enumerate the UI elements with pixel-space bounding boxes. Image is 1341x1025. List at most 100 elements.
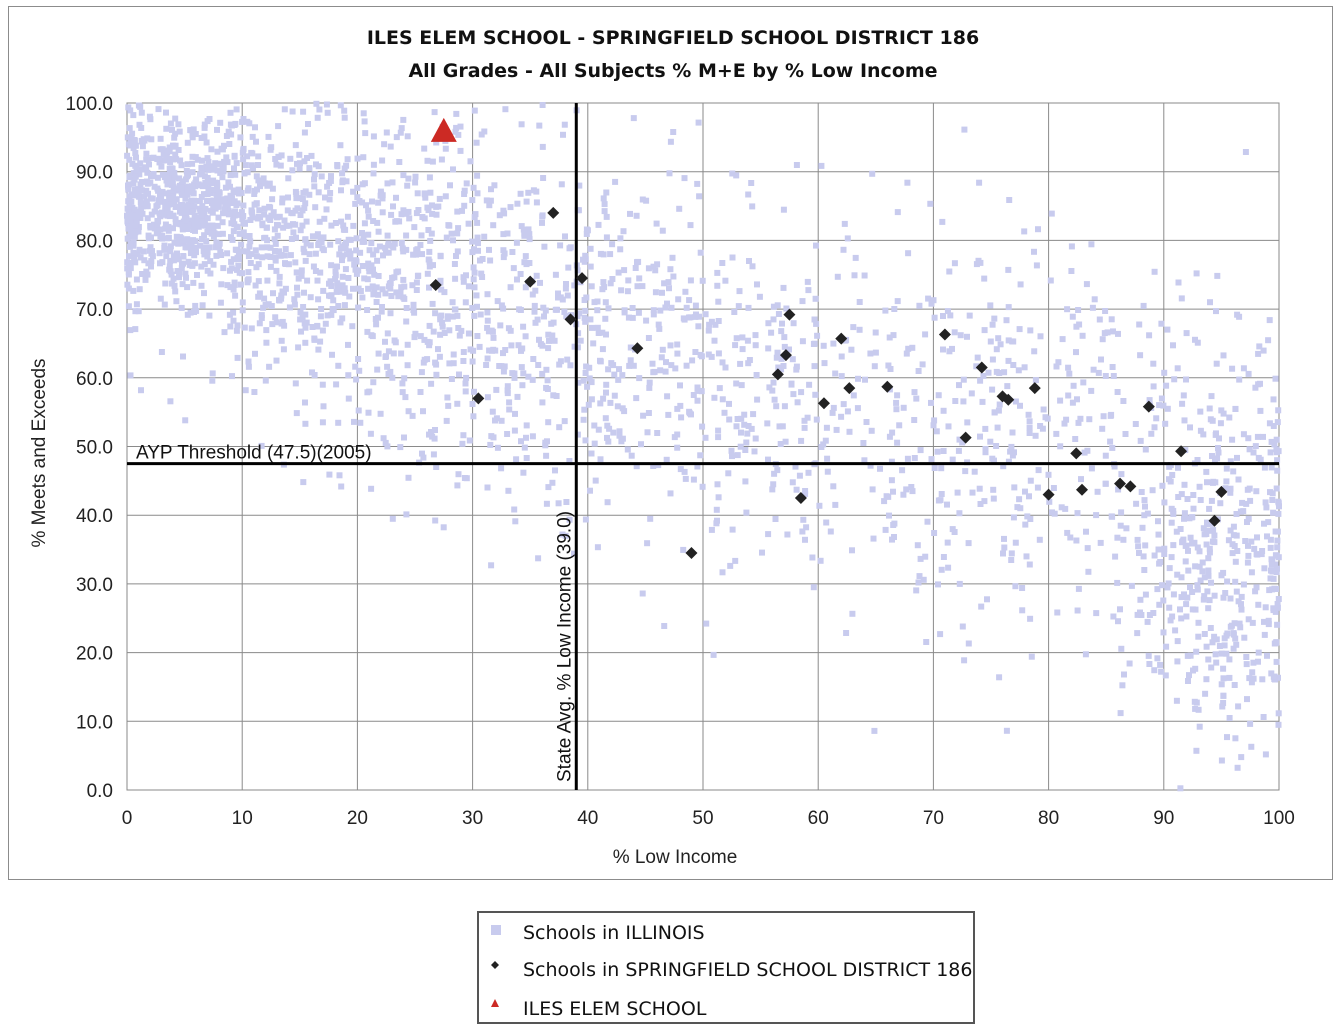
illinois-school-point [542,439,549,446]
illinois-school-point [257,183,263,190]
illinois-school-point [368,485,375,492]
illinois-school-point [338,218,345,225]
illinois-school-point [172,216,179,223]
illinois-school-point [235,252,242,259]
illinois-school-point [292,142,299,149]
illinois-school-point [540,175,547,181]
illinois-school-point [143,150,150,157]
illinois-school-point [281,106,288,113]
illinois-school-point [456,371,462,378]
illinois-school-point [471,284,478,291]
illinois-school-point [1151,552,1158,559]
illinois-school-point [915,579,922,586]
illinois-school-point [1114,389,1121,395]
illinois-school-point [412,179,419,186]
illinois-school-point [234,354,241,361]
illinois-school-point [888,458,895,465]
illinois-school-point [1233,641,1240,648]
district-school-point [881,380,894,393]
illinois-school-point [666,170,673,177]
illinois-school-point [172,288,179,295]
illinois-school-point [335,419,342,426]
illinois-school-point [363,202,369,209]
illinois-school-point [189,262,196,269]
illinois-school-point [820,342,827,349]
illinois-school-point [523,198,530,205]
illinois-school-point [426,248,433,255]
illinois-school-point [264,277,271,284]
illinois-school-point [646,384,653,391]
illinois-school-point [126,156,133,163]
illinois-school-point [687,314,694,321]
illinois-school-point [241,170,248,176]
illinois-school-point [383,353,389,360]
illinois-school-point [881,498,888,505]
illinois-school-point [1252,443,1259,450]
illinois-school-point [601,201,608,208]
illinois-school-point [1164,405,1171,412]
illinois-school-point [1243,654,1250,660]
illinois-school-point [400,116,407,123]
illinois-school-point [1208,497,1215,504]
district-school-point [938,328,951,341]
illinois-school-point [172,204,179,210]
illinois-school-point [483,197,490,204]
illinois-school-point [1068,243,1075,250]
illinois-school-point [315,189,322,196]
illinois-school-point [646,379,653,386]
illinois-school-point [364,307,371,313]
illinois-school-point [490,334,497,341]
illinois-school-point [455,471,462,478]
illinois-school-point [603,189,610,196]
illinois-school-point [148,211,155,218]
illinois-school-point [894,298,901,305]
illinois-school-point [1209,417,1216,424]
illinois-school-point [745,191,752,198]
illinois-school-point [330,297,337,304]
illinois-school-point [336,472,343,479]
district-points [429,206,1228,559]
illinois-school-point [582,252,589,259]
illinois-school-point [981,498,988,505]
illinois-school-point [1274,601,1281,607]
illinois-school-point [872,349,879,356]
illinois-school-point [1220,700,1227,706]
illinois-school-point [506,406,513,413]
illinois-school-point [127,240,134,247]
illinois-school-point [1193,648,1200,655]
illinois-school-point [540,304,547,311]
illinois-school-point [378,308,385,315]
illinois-school-point [444,315,451,322]
illinois-school-point [590,340,597,347]
illinois-school-point [1160,402,1167,409]
illinois-school-point [455,325,462,331]
illinois-school-point [674,444,681,451]
illinois-school-point [237,281,244,288]
illinois-school-point [597,250,604,257]
illinois-school-point [403,318,410,325]
illinois-school-point [1192,563,1199,570]
illinois-school-point [278,337,285,344]
illinois-school-point [190,227,197,233]
illinois-school-point [272,254,279,261]
illinois-school-point [165,246,172,253]
illinois-school-point [764,420,771,427]
illinois-school-point [1220,665,1227,672]
illinois-school-point [1253,488,1260,495]
illinois-school-point [976,485,983,492]
illinois-school-point [167,257,174,264]
illinois-school-point [930,422,937,429]
illinois-school-point [583,226,590,233]
illinois-school-point [127,134,134,141]
illinois-school-point [752,332,759,339]
illinois-school-point [127,204,134,211]
illinois-school-point [627,210,633,217]
illinois-school-point [140,136,147,143]
illinois-school-point [347,236,354,243]
illinois-school-point [771,396,778,403]
illinois-school-point [127,327,134,334]
illinois-school-point [686,297,693,304]
illinois-school-point [221,158,228,165]
illinois-school-point [254,215,261,222]
illinois-school-point [347,250,354,257]
